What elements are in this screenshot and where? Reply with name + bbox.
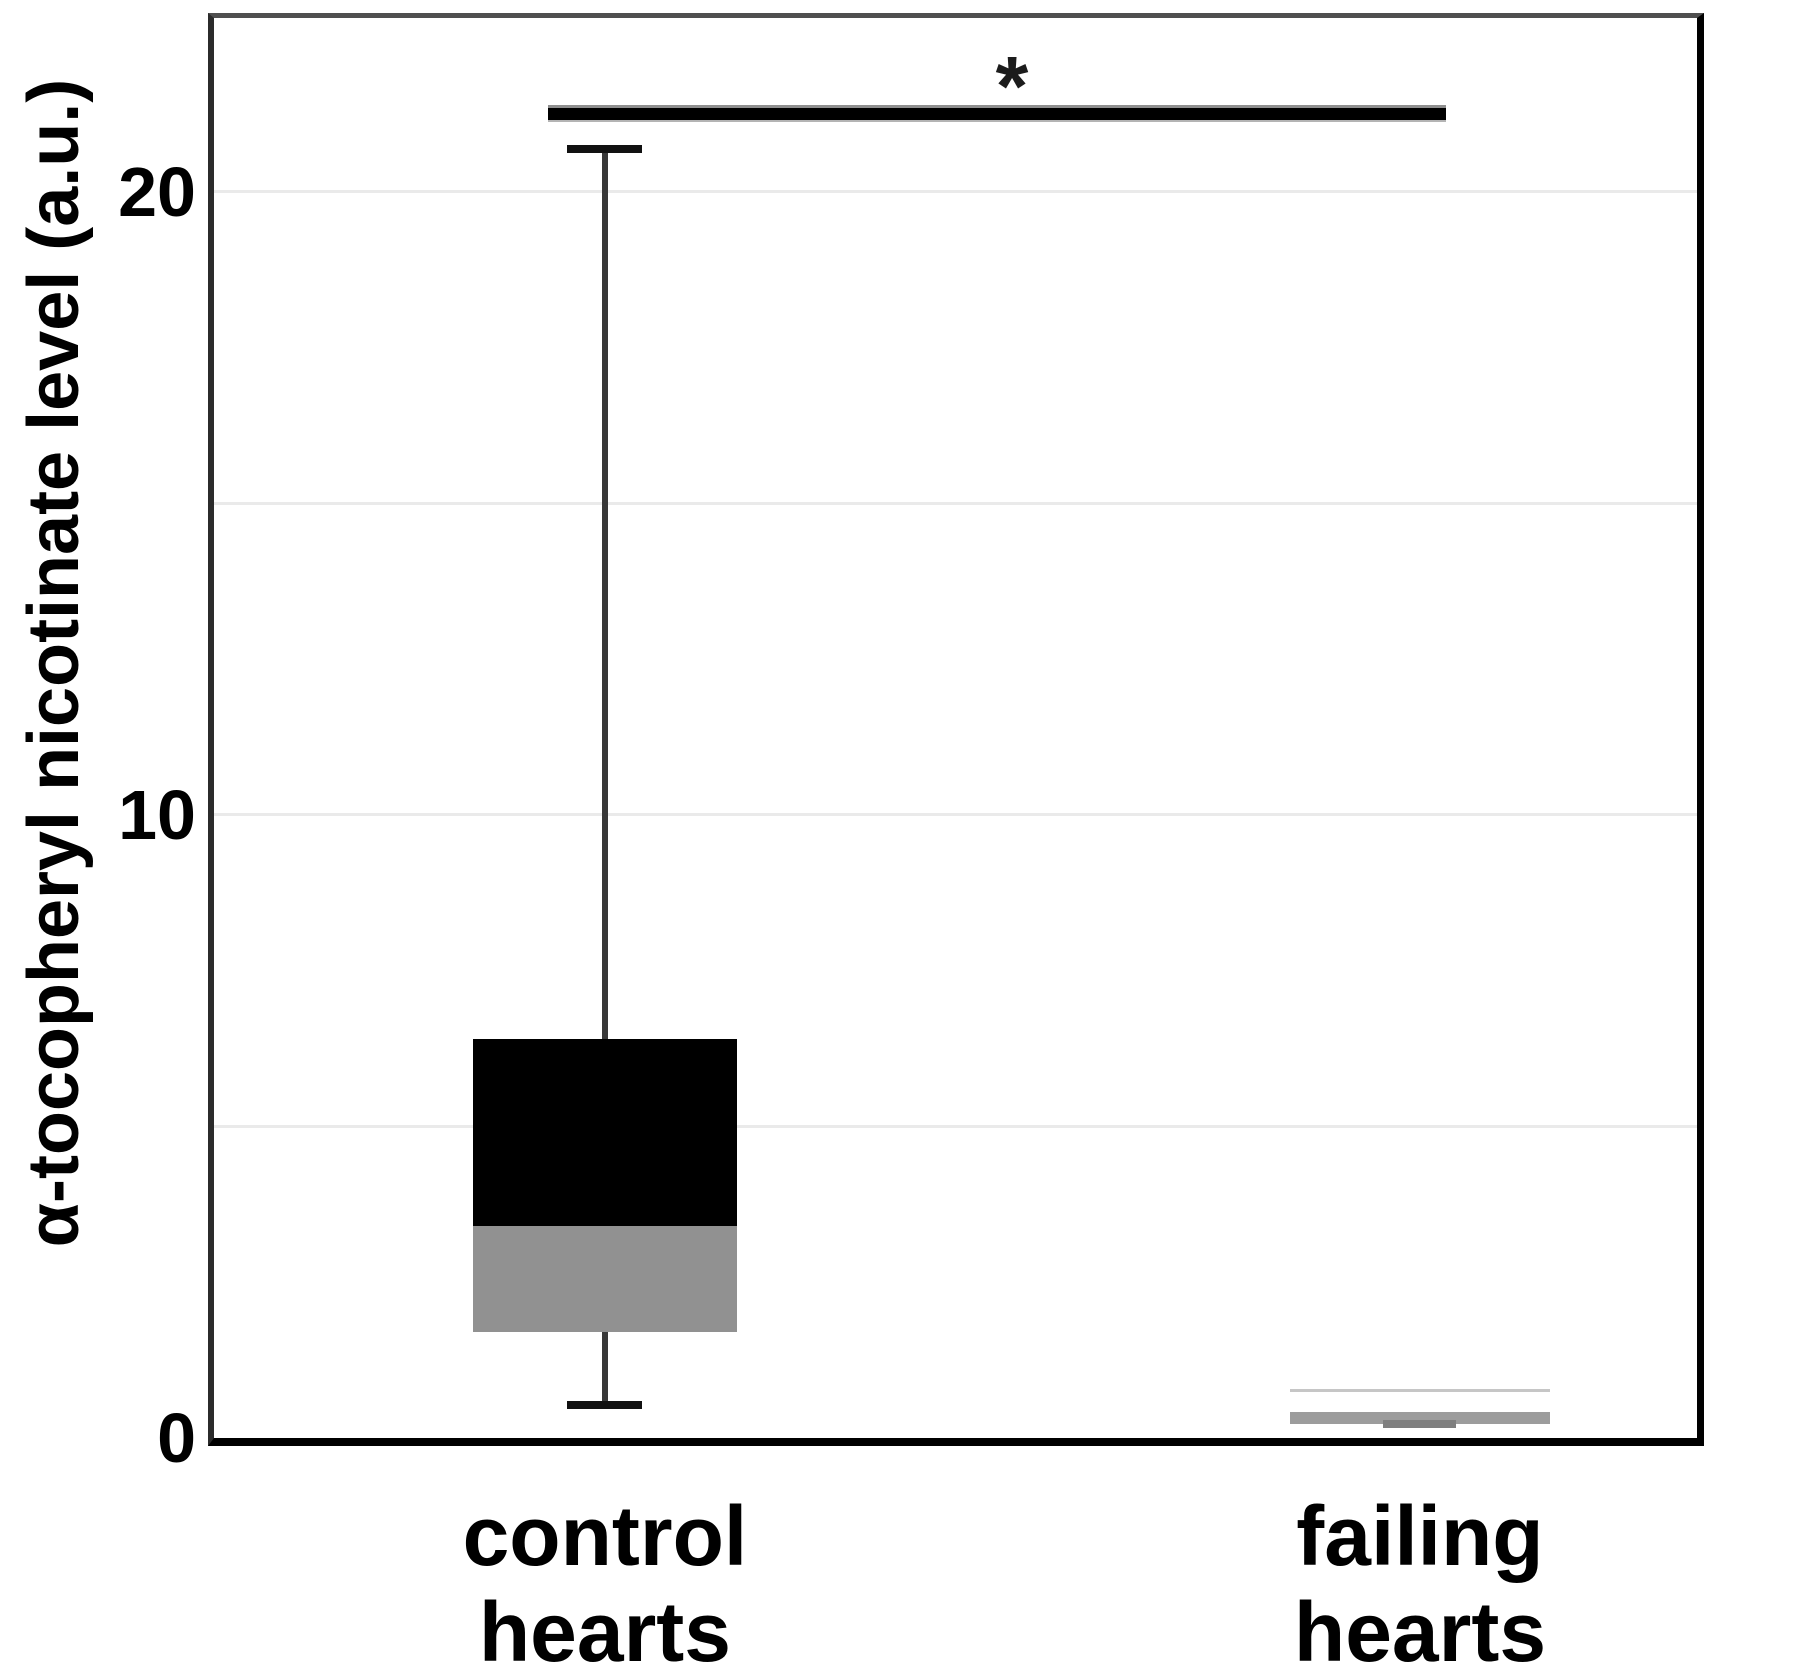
x-axis-label-line: hearts xyxy=(1293,1585,1547,1675)
y-axis-title: α-tocopheryl nicotinate level (a.u.) xyxy=(14,78,94,1248)
whisker-cap-upper xyxy=(567,144,643,153)
whisker-line-lower xyxy=(601,1332,608,1405)
significance-bar xyxy=(547,104,1447,122)
gridline xyxy=(214,190,1697,194)
whisker-line-upper xyxy=(601,148,608,1040)
y-tick-label: 0 xyxy=(157,1399,196,1477)
x-axis-label-line: hearts xyxy=(478,1585,731,1675)
x-axis-label: failing hearts xyxy=(1110,1488,1730,1675)
box-upper-quartile xyxy=(1289,1411,1550,1418)
gridline xyxy=(214,813,1697,817)
significance-asterisk: * xyxy=(995,38,1029,133)
x-axis-label: control hearts xyxy=(295,1488,915,1675)
box-lower-quartile xyxy=(472,1226,737,1333)
plot-area: * xyxy=(208,13,1704,1446)
box-upper-quartile xyxy=(472,1039,737,1227)
x-axis-label-line: failing xyxy=(1296,1489,1544,1583)
whisker-cap-upper xyxy=(1289,1388,1550,1392)
x-axis-label-line: control xyxy=(462,1489,748,1583)
whisker-cap-lower xyxy=(567,1400,643,1409)
median-line xyxy=(1383,1419,1457,1429)
gridline xyxy=(214,501,1697,505)
y-tick-label: 20 xyxy=(118,153,196,232)
y-tick-label: 10 xyxy=(118,776,196,855)
gridline xyxy=(214,1124,1697,1128)
